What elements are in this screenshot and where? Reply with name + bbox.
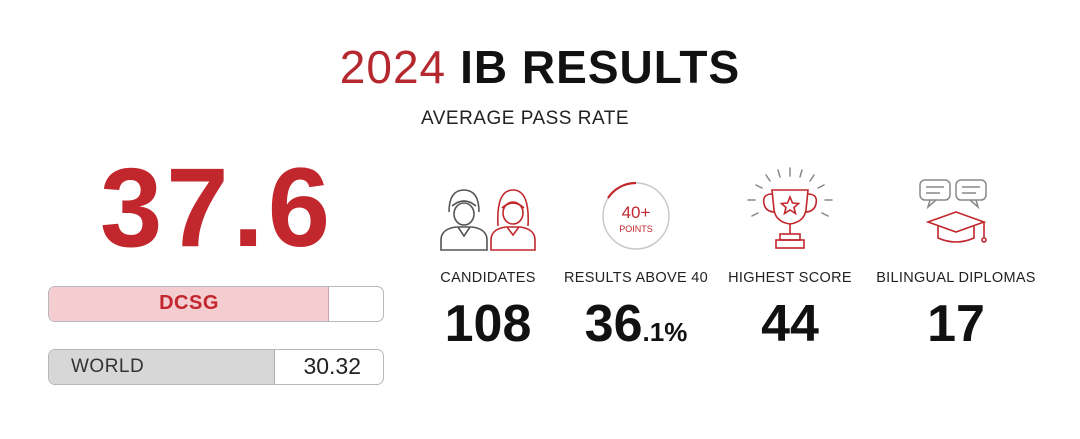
- stat-label: RESULTS ABOVE 40: [564, 270, 708, 286]
- points-badge-icon: 40+ POINTS: [556, 160, 716, 252]
- stat-value-decimal: .1%: [642, 317, 688, 347]
- school-score-bar: DCSG: [48, 286, 384, 322]
- badge-bottom-text: POINTS: [619, 224, 653, 234]
- stat-value: 108: [444, 295, 532, 353]
- page-title: 2024 IB RESULTS: [0, 40, 1080, 94]
- title-main: IB RESULTS: [460, 41, 741, 93]
- candidates-icon: [408, 160, 568, 252]
- average-score: 37.6: [100, 145, 334, 270]
- world-bar-value: 30.32: [303, 353, 361, 379]
- trophy-icon: [710, 160, 870, 252]
- stat-label: CANDIDATES: [440, 270, 536, 286]
- stat-value: 36.1%: [556, 296, 716, 360]
- stat-bilingual-diplomas: BILINGUAL DIPLOMAS 17: [876, 160, 1036, 352]
- title-year: 2024: [339, 41, 447, 93]
- stat-value-main: 36: [584, 295, 643, 353]
- stat-candidates: CANDIDATES 108: [408, 160, 568, 352]
- badge-top-text: 40+: [622, 203, 651, 222]
- world-bar-fill: [49, 350, 276, 384]
- world-score-bar: WORLD 30.32: [48, 349, 384, 385]
- subtitle: AVERAGE PASS RATE: [420, 108, 630, 129]
- school-bar-label: DCSG: [159, 292, 219, 314]
- stat-label: BILINGUAL DIPLOMAS: [876, 270, 1036, 286]
- stat-results-above-40: 40+ POINTS RESULTS ABOVE 40 36.1%: [556, 160, 716, 360]
- stat-highest-score: HIGHEST SCORE 44: [710, 160, 870, 352]
- school-bar-fill: [49, 287, 330, 321]
- stat-label: HIGHEST SCORE: [728, 270, 852, 286]
- stat-value: 17: [927, 295, 985, 353]
- world-bar-label: WORLD: [71, 356, 145, 377]
- bilingual-diploma-icon: [876, 160, 1036, 252]
- stat-value: 44: [761, 295, 819, 353]
